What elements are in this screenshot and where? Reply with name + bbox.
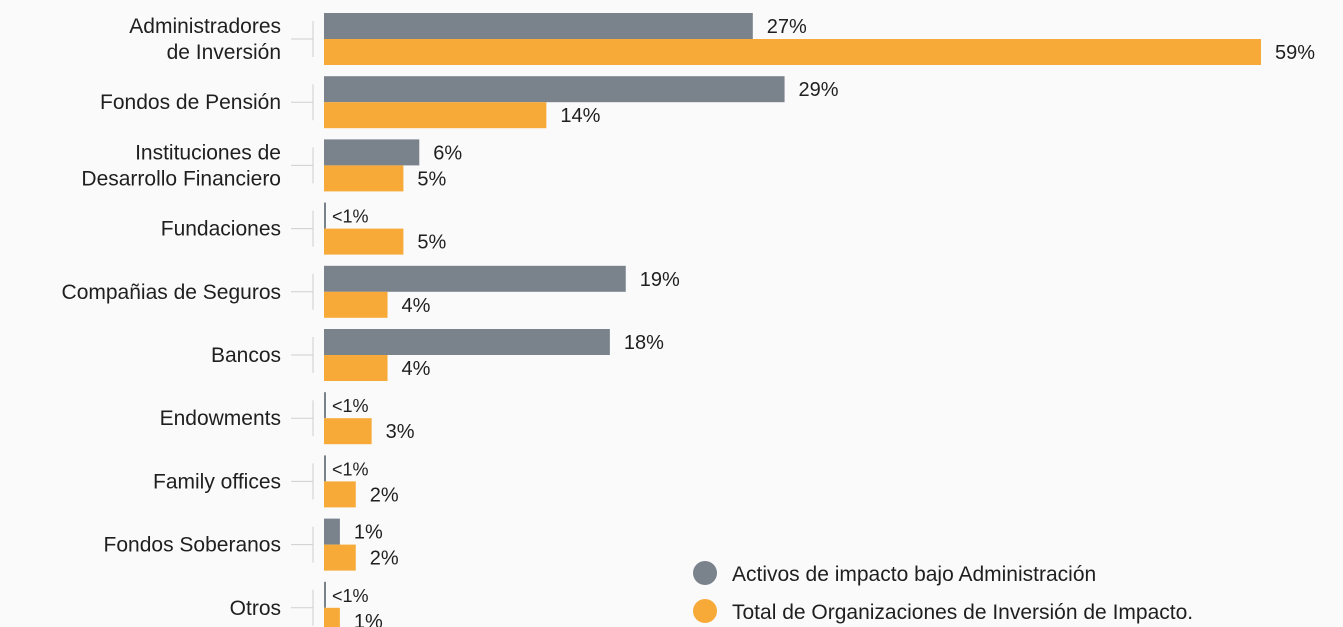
category-label: Fondos Soberanos xyxy=(104,534,281,557)
category-label: Bancos xyxy=(211,344,281,367)
value-label: 18% xyxy=(624,332,664,354)
bar-organizaciones xyxy=(324,228,404,255)
bar-activos xyxy=(324,76,785,103)
labels-group: 27%59%29%14%6%5%<1%5%19%4%18%4%<1%3%<1%2… xyxy=(332,16,1315,627)
bar-organizaciones xyxy=(324,291,388,318)
value-label: 27% xyxy=(767,16,807,38)
value-label: 2% xyxy=(370,484,399,506)
legend: Activos de impacto bajo Administración To… xyxy=(693,561,1193,624)
category-label: Fondos de Pensión xyxy=(100,91,281,114)
value-label: <1% xyxy=(332,586,369,606)
value-label: 19% xyxy=(640,269,680,291)
value-label: 6% xyxy=(433,142,462,164)
bar-organizaciones xyxy=(324,607,340,627)
category-label: Endowments xyxy=(160,407,281,430)
bar-activos xyxy=(324,202,326,229)
bar-organizaciones xyxy=(324,39,1261,65)
value-label: 1% xyxy=(354,522,383,544)
bar-activos xyxy=(324,13,753,39)
value-label: 3% xyxy=(386,421,415,443)
bar-activos xyxy=(324,518,340,545)
category-label: Otros xyxy=(230,597,281,620)
category-label: Administradores de Inversión xyxy=(129,15,281,64)
value-label: 29% xyxy=(799,79,839,101)
value-label: 4% xyxy=(402,295,431,317)
legend-label: Activos de impacto bajo Administración xyxy=(732,563,1096,586)
bar-activos xyxy=(324,455,326,482)
category-label: Family offices xyxy=(153,470,281,493)
value-label: 59% xyxy=(1275,42,1315,64)
bar-organizaciones xyxy=(324,102,547,129)
bar-activos xyxy=(324,139,420,166)
bar-organizaciones xyxy=(324,165,404,192)
value-label: <1% xyxy=(332,396,369,416)
bar-activos xyxy=(324,329,610,355)
bar-activos xyxy=(324,392,326,419)
bar-organizaciones xyxy=(324,355,388,381)
legend-label: Total de Organizaciones de Inversión de … xyxy=(732,601,1193,624)
value-label: 14% xyxy=(560,105,600,127)
legend-marker xyxy=(693,599,717,623)
bar-organizaciones xyxy=(324,481,356,508)
value-label: 1% xyxy=(354,611,383,627)
category-label: Fundaciones xyxy=(161,218,281,241)
value-label: <1% xyxy=(332,207,369,227)
legend-marker xyxy=(693,561,717,585)
bar-activos xyxy=(324,265,626,292)
bars-group xyxy=(324,13,1261,627)
category-label: Compañias de Seguros xyxy=(62,281,281,304)
value-label: 2% xyxy=(370,548,399,570)
value-label: <1% xyxy=(332,459,369,479)
bar-organizaciones xyxy=(324,418,372,445)
value-label: 5% xyxy=(417,232,446,254)
category-axis: Administradores de Inversión Fondos de Pen… xyxy=(62,15,314,626)
bar-activos xyxy=(324,581,326,608)
category-label: Instituciones de Desarrollo Financiero xyxy=(81,141,281,190)
bar-organizaciones xyxy=(324,544,356,571)
value-label: 5% xyxy=(417,168,446,190)
value-label: 4% xyxy=(402,358,431,380)
